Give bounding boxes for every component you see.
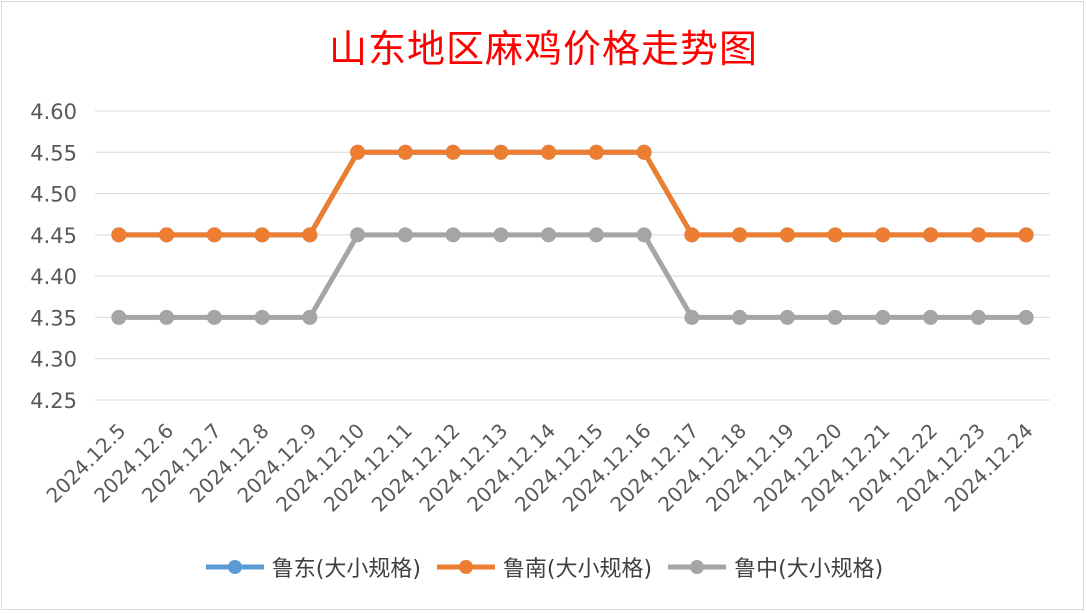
y-tick-label: 4.45 <box>30 224 77 248</box>
data-point <box>970 227 986 243</box>
legend-label: 鲁东(大小规格) <box>271 557 421 582</box>
data-point <box>111 227 127 243</box>
data-point <box>445 144 461 160</box>
data-point <box>541 144 557 160</box>
data-point <box>588 144 604 160</box>
data-point <box>827 227 843 243</box>
data-point <box>397 144 413 160</box>
data-point <box>588 227 604 243</box>
data-point <box>636 144 652 160</box>
chart-title: 山东地区麻鸡价格走势图 <box>328 27 758 71</box>
series-line-2 <box>118 149 1027 238</box>
data-point <box>302 227 318 243</box>
data-point <box>111 309 127 325</box>
data-point <box>397 227 413 243</box>
data-point <box>923 309 939 325</box>
data-point <box>541 227 557 243</box>
legend-item-3: 鲁中(大小规格) <box>666 551 883 583</box>
legend-item-1: 鲁东(大小规格) <box>204 551 421 583</box>
legend-item-2: 鲁南(大小规格) <box>435 551 652 583</box>
data-point <box>1018 309 1034 325</box>
legend-label: 鲁中(大小规格) <box>734 557 884 582</box>
y-tick-label: 4.35 <box>30 306 77 330</box>
data-point <box>1018 227 1034 243</box>
data-point <box>970 309 986 325</box>
legend-marker-icon <box>668 560 727 574</box>
data-point <box>636 227 652 243</box>
y-tick-label: 4.30 <box>30 348 77 372</box>
data-point <box>684 309 700 325</box>
legend-marker-icon <box>436 560 495 574</box>
y-tick-label: 4.40 <box>30 265 77 289</box>
data-point <box>206 309 222 325</box>
y-tick-label: 4.50 <box>30 183 77 207</box>
data-point <box>254 309 270 325</box>
data-point <box>302 309 318 325</box>
series-line-3 <box>118 232 1027 320</box>
y-tick-label: 4.60 <box>30 100 77 124</box>
data-point <box>684 227 700 243</box>
data-point <box>493 144 509 160</box>
chart-legend: 鲁东(大小规格) 鲁南(大小规格) 鲁中(大小规格) <box>0 551 1087 583</box>
data-point <box>159 309 175 325</box>
y-tick-label: 4.55 <box>30 141 77 165</box>
data-point <box>445 227 461 243</box>
y-tick-label: 4.25 <box>30 389 77 413</box>
data-point <box>493 227 509 243</box>
data-point <box>923 227 939 243</box>
data-point <box>159 227 175 243</box>
data-point <box>350 227 366 243</box>
data-point <box>779 309 795 325</box>
data-point <box>206 227 222 243</box>
data-point <box>732 227 748 243</box>
data-point <box>732 309 748 325</box>
legend-label: 鲁南(大小规格) <box>502 557 653 582</box>
data-point <box>875 227 891 243</box>
data-point <box>827 309 843 325</box>
data-point <box>254 227 270 243</box>
data-point <box>779 227 795 243</box>
data-point <box>350 144 366 160</box>
data-point <box>875 309 891 325</box>
legend-marker-icon <box>205 560 264 574</box>
